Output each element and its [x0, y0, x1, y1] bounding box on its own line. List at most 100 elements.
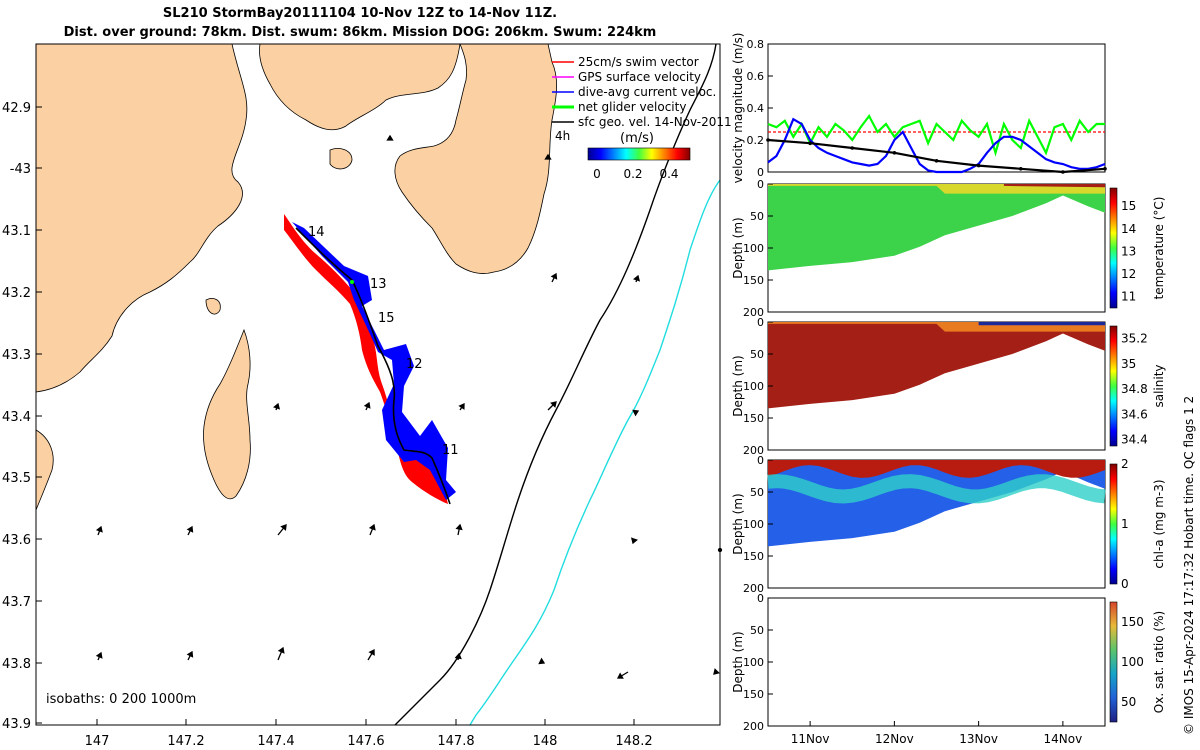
legend-label: net glider velocity: [578, 100, 686, 114]
oxygen-cbar-label: Ox. sat. ratio (%): [1152, 611, 1166, 713]
colorbar-tick-label: 14: [1121, 222, 1136, 236]
salinity-section-fill: [768, 322, 1105, 409]
depth-tick-label: 200: [743, 306, 764, 319]
lat-tick-label: 43.1: [2, 224, 31, 239]
time-axis: 11Nov 12Nov 13Nov 14Nov: [791, 721, 1082, 746]
chl-a-panel[interactable]: 0 50 100 150 200 Depth (m) 0 1 2 chl-a (mg m-3): [731, 454, 1166, 595]
geo-arrow-head: [386, 134, 394, 141]
colorbar-tick-label: 150: [1121, 615, 1144, 629]
depth-tick-label: 0: [757, 592, 764, 605]
colorbar-tick: 0: [593, 167, 601, 181]
map-colorbar: [587, 147, 691, 161]
geo-velocity-arrows: [95, 134, 723, 679]
temperature-warm-surface: [1003, 184, 1105, 188]
velocity-series-line: [767, 113, 1105, 157]
lon-tick-label: 148.2: [615, 734, 652, 749]
legend-label: 25cm/s swim vector: [578, 55, 699, 69]
colorbar-tick-label: 35: [1121, 357, 1136, 371]
temperature-panel[interactable]: 0 50 100 150 200 Depth (m) 11 12 13 14 15 temperatu…: [731, 178, 1166, 319]
day-label-11: 11: [442, 443, 459, 458]
time-tick-label: 14Nov: [1044, 732, 1083, 746]
geo-arrow-head: [616, 672, 624, 679]
map-panel[interactable]: 14 13 15 12 11 147 147.2 147.4 147.6 147.8 14…: [2, 43, 732, 749]
depth-tick-label: 100: [743, 242, 764, 255]
lon-tick-label: 147: [85, 734, 110, 749]
geo-arrow-head: [538, 657, 546, 665]
depth-tick-label: 150: [743, 412, 764, 425]
net-track-line: [295, 227, 451, 505]
time-tick-label: 11Nov: [791, 732, 830, 746]
geo-arrow-head: [186, 650, 194, 658]
velocity-panel[interactable]: 0 0.2 0.4 0.6 0.8 velocity magnitude (m/s): [731, 33, 1107, 184]
velocity-point: [1061, 170, 1065, 174]
legend-4h: 4h: [555, 129, 570, 143]
geo-arrow-head: [368, 523, 376, 531]
legend-label: sfc geo. vel. 14-Nov-2011: [578, 115, 732, 129]
geo-arrow-head: [273, 402, 281, 410]
velocity-ytick-label: 0.8: [747, 38, 765, 51]
lat-tick-label: 43.9: [2, 717, 31, 732]
depth-tick-label: 50: [750, 348, 764, 361]
isobath-1000m: [469, 179, 720, 725]
velocity-ytick-label: 0.2: [747, 134, 765, 147]
colorbar-tick-label: 0: [1121, 577, 1129, 591]
legend-label: dive-avg current veloc.: [578, 85, 716, 99]
day-label-15: 15: [378, 311, 395, 326]
temperature-section-fill: [768, 184, 1105, 271]
time-tick-label: 12Nov: [875, 732, 914, 746]
colorbar-tick-label: 50: [1121, 695, 1136, 709]
depth-ylabel: Depth (m): [731, 631, 745, 692]
geo-arrow-head: [95, 525, 103, 533]
lon-tick-label: 148: [533, 734, 558, 749]
depth-tick-label: 150: [743, 274, 764, 287]
geo-arrow-head: [186, 525, 194, 533]
credit-text: © IMOS 15-Apr-2024 17:17:32 Hobart time.…: [1182, 395, 1196, 735]
depth-tick-label: 150: [743, 550, 764, 563]
velocity-point: [808, 141, 812, 145]
depth-tick-label: 0: [757, 454, 764, 467]
depth-tick-label: 0: [757, 316, 764, 329]
colorbar-tick-label: 34.4: [1121, 433, 1148, 447]
velocity-ytick-label: 0.4: [747, 102, 765, 115]
depth-tick-label: 100: [743, 380, 764, 393]
salinity-panel[interactable]: 0 50 100 150 200 Depth (m) 34.4 34.6 34.8 35 35.2 s…: [731, 316, 1166, 457]
velocity-axes: [767, 43, 1106, 173]
day-label-13: 13: [370, 277, 387, 292]
time-tick-label: 13Nov: [959, 732, 998, 746]
velocity-point: [850, 146, 855, 150]
lat-tick-label: 43.7: [2, 595, 31, 610]
velocity-point: [892, 151, 897, 155]
lat-tick-label: 43.6: [2, 533, 31, 548]
temperature-cbar-label: temperature (°C): [1152, 197, 1166, 300]
colorbar-tick: 0.2: [623, 167, 642, 181]
map-land: [36, 44, 557, 511]
lat-tick-label: -43: [10, 162, 31, 177]
oxygen-panel[interactable]: 0 50 100 150 200 Depth (m) 50 100 150 Ox. sat. ra…: [731, 592, 1166, 733]
depth-tick-label: 200: [743, 582, 764, 595]
isobaths-label: isobaths: 0 200 1000m: [46, 692, 196, 707]
chl-a-cbar-label: chl-a (mg m-3): [1152, 479, 1166, 568]
depth-tick-label: 50: [750, 210, 764, 223]
geo-arrow-head: [630, 537, 638, 545]
chl-a-surface-layer: [768, 460, 1105, 478]
geo-arrow-head: [633, 274, 641, 282]
map-axes: 147 147.2 147.4 147.6 147.8 148 148.2 42.9 -43 43…: [2, 101, 653, 749]
velocity-point: [1103, 167, 1107, 171]
swim-vector-fill: [284, 214, 448, 504]
colorbar-tick-label: 11: [1121, 290, 1136, 304]
geo-arrow-head: [95, 651, 103, 659]
chl-a-mid-layer: [767, 474, 1106, 504]
legend-label: GPS surface velocity: [578, 70, 701, 84]
colorbar-tick-label: 2: [1121, 457, 1129, 471]
colorbar-tick-label: 1: [1121, 517, 1129, 531]
geo-arrow-head: [280, 524, 287, 531]
depth-tick-label: 50: [750, 624, 764, 637]
day-label-14: 14: [308, 225, 325, 240]
net-velocity-marker: [350, 280, 354, 284]
colorbar-tick: 0.4: [659, 167, 678, 181]
oxygen-colorbar: [1109, 601, 1118, 723]
oxygen-axes: [767, 597, 1106, 727]
day-label-12: 12: [406, 357, 423, 372]
depth-tick-label: 150: [743, 688, 764, 701]
